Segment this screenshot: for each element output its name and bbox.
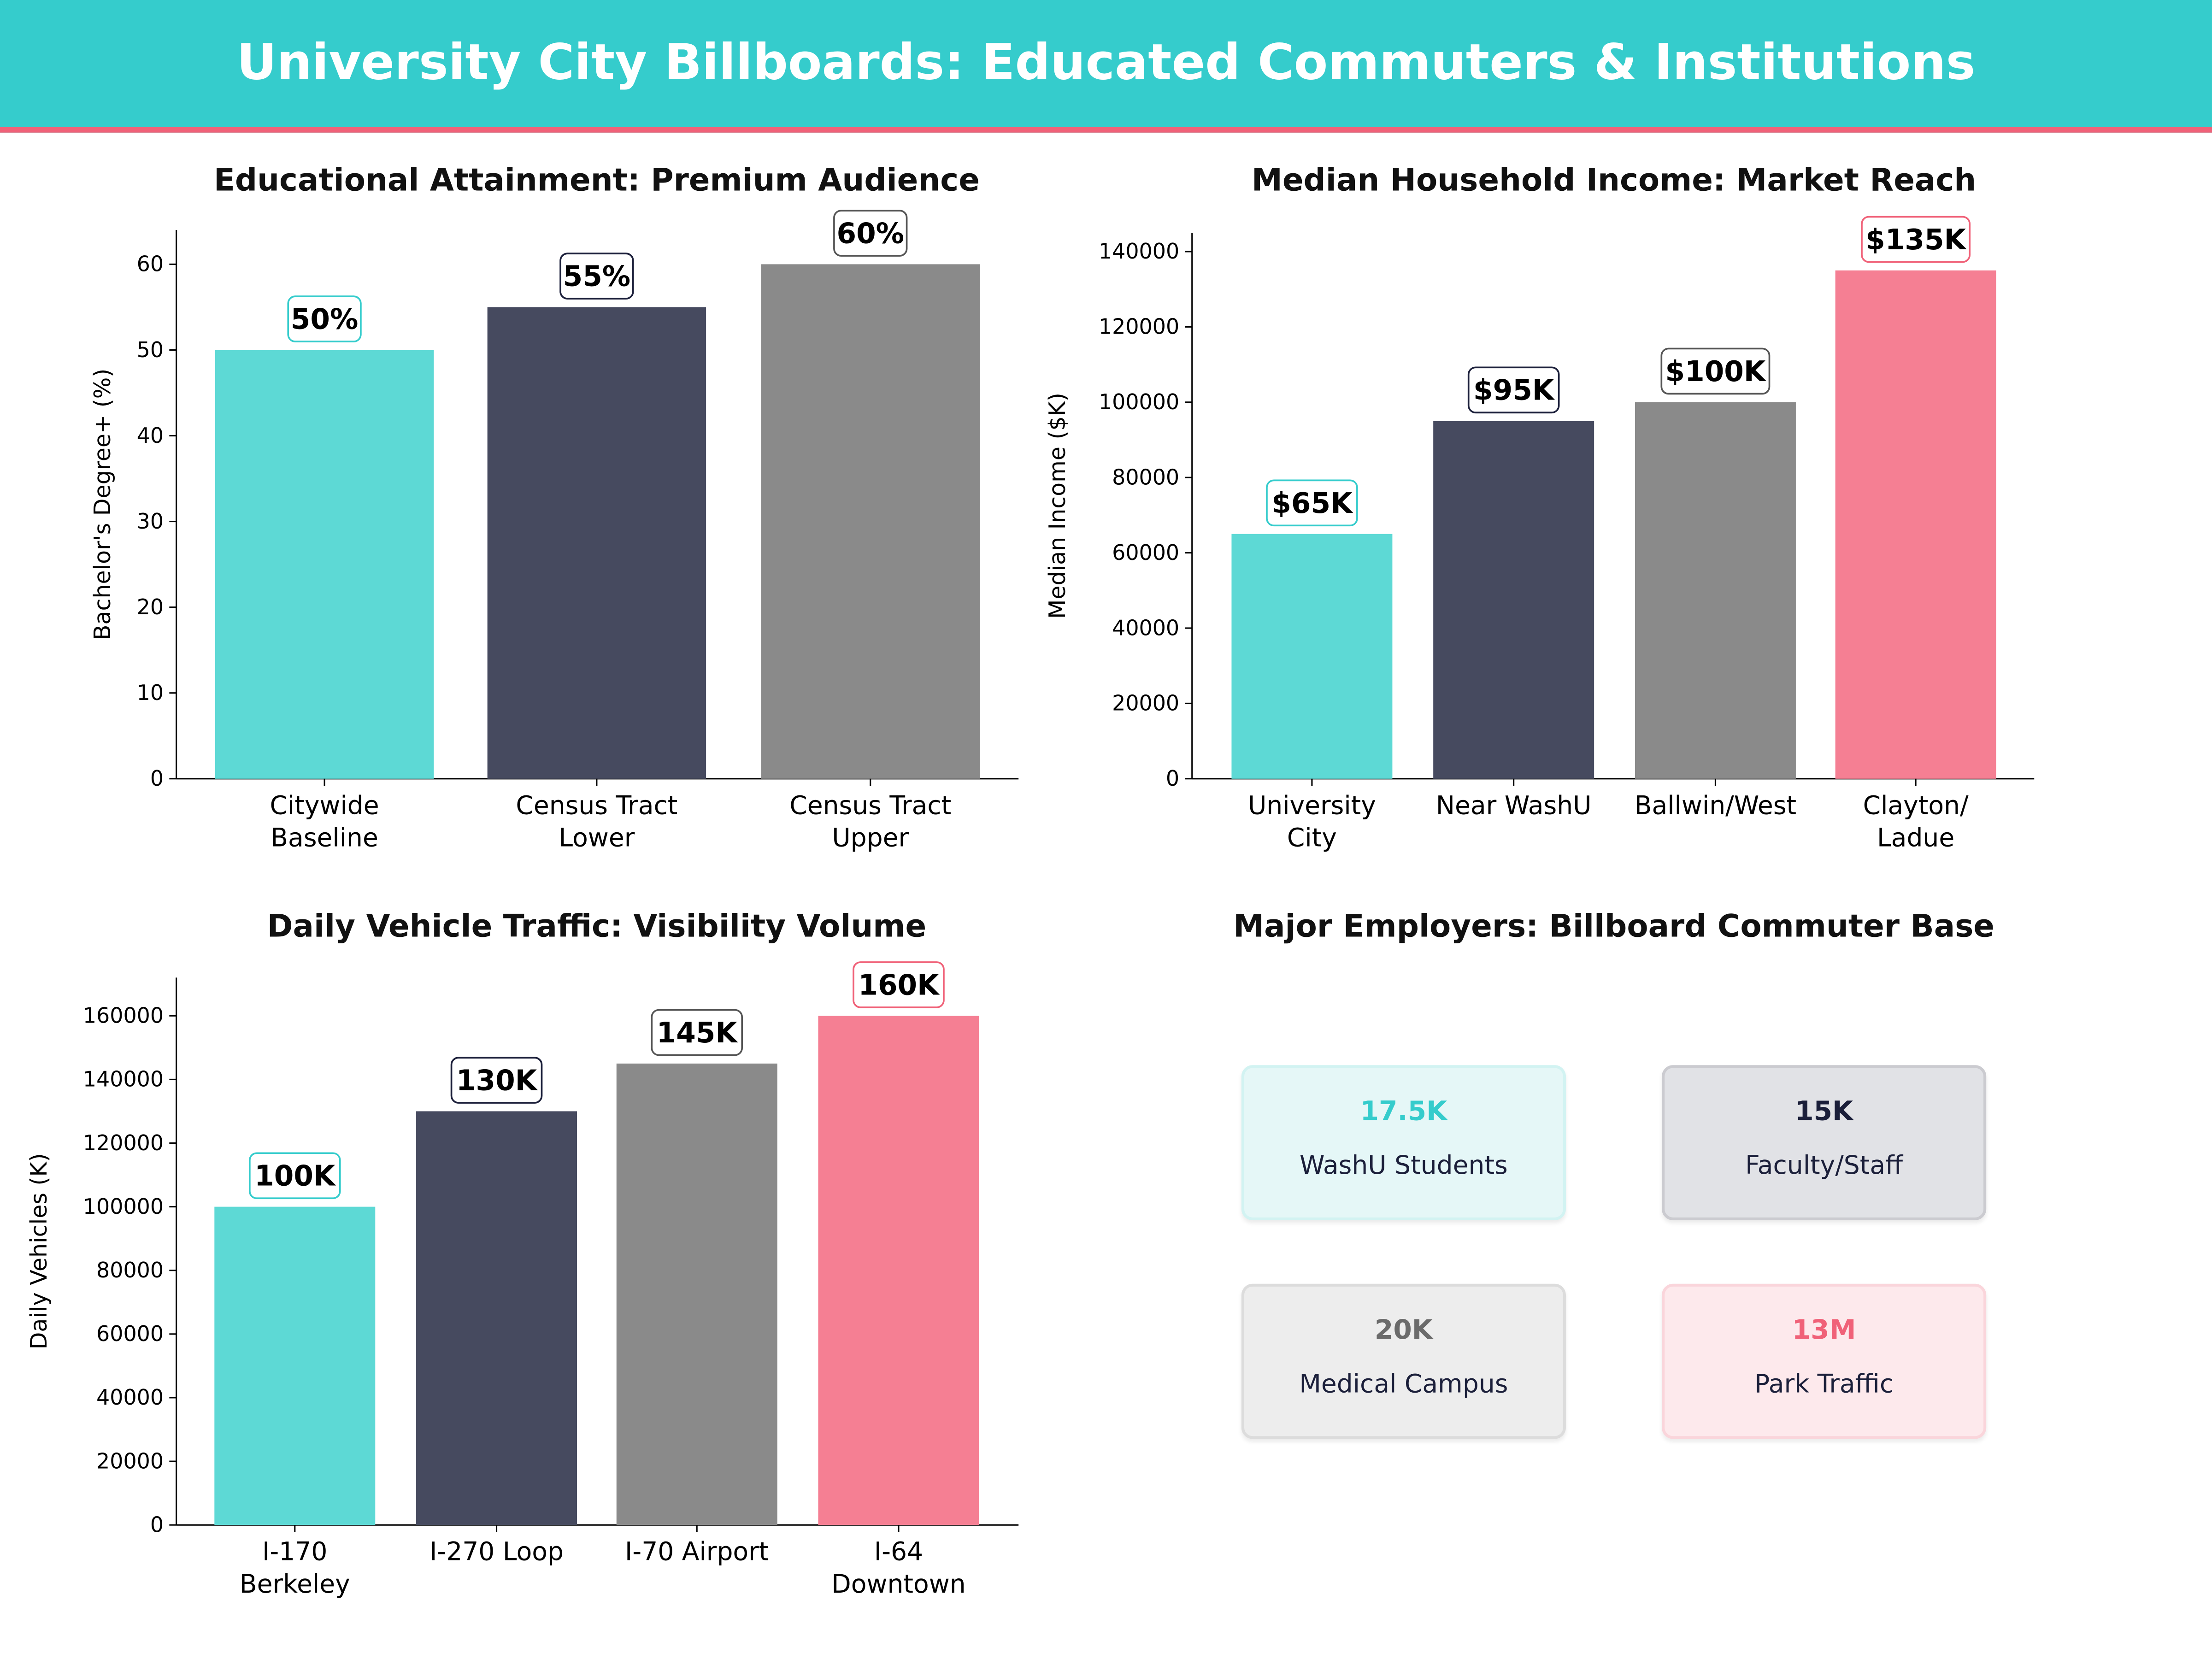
x-tick-label: Citywide Baseline xyxy=(270,790,379,852)
bar xyxy=(761,264,980,779)
bar xyxy=(416,1111,577,1525)
y-tick-label: 140000 xyxy=(1099,239,1179,264)
y-axis-label: Median Income ($K) xyxy=(1044,393,1071,619)
header-banner: University City Billboards: Educated Com… xyxy=(0,0,2212,133)
bar xyxy=(1231,534,1393,779)
y-tick-label: 10 xyxy=(137,680,164,705)
y-axis-label: Bachelor's Degree+ (%) xyxy=(89,369,116,640)
data-label-box xyxy=(853,961,945,1008)
data-label-box xyxy=(833,210,908,257)
bar xyxy=(616,1063,777,1525)
y-tick-label: 120000 xyxy=(1099,314,1179,339)
bar xyxy=(1433,421,1594,779)
card-label: WashU Students xyxy=(1299,1151,1508,1181)
data-label: $135K xyxy=(1865,224,1967,256)
data-label-box xyxy=(248,1152,341,1200)
card-label: Medical Campus xyxy=(1299,1370,1508,1400)
y-tick-label: 40000 xyxy=(1112,615,1179,640)
data-label: 55% xyxy=(563,260,631,293)
card-value: 17.5K xyxy=(1360,1096,1447,1127)
y-tick-label: 30 xyxy=(137,509,164,534)
employer-card-park-traffic: 13M Park Traffic xyxy=(1662,1283,1987,1439)
data-label-box xyxy=(559,253,634,300)
data-label-box xyxy=(1467,366,1560,414)
x-tick-label: I-270 Loop xyxy=(429,1537,564,1566)
y-tick-label: 0 xyxy=(1166,766,1179,791)
y-tick-label: 120000 xyxy=(83,1130,164,1155)
card-value: 13M xyxy=(1792,1315,1856,1346)
data-label: 60% xyxy=(836,217,904,250)
bar xyxy=(1635,402,1796,779)
data-label: 50% xyxy=(291,303,359,336)
y-tick-label: 60 xyxy=(137,252,164,276)
chart-title-income: Median Household Income: Market Reach xyxy=(1251,164,1977,199)
y-tick-label: 100000 xyxy=(1099,389,1179,414)
y-tick-label: 20000 xyxy=(96,1448,164,1473)
chart-1: 0 20000 40000 60000 80000 100000 120000 140000 M… xyxy=(1044,216,2035,853)
card-value: 20K xyxy=(1374,1315,1433,1346)
y-tick-label: 40 xyxy=(137,423,164,448)
card-label: Faculty/Staff xyxy=(1745,1151,1903,1181)
y-tick-label: 0 xyxy=(150,1512,164,1537)
data-label: 160K xyxy=(858,969,940,1001)
bar xyxy=(818,1016,979,1525)
data-label-box xyxy=(651,1009,743,1056)
chart-title-education: Educational Attainment: Premium Audience xyxy=(213,164,980,199)
card-label: Park Traffic xyxy=(1754,1370,1894,1400)
chart-2: 0 20000 40000 60000 80000 100000 120000 140000 1… xyxy=(26,961,1019,1599)
x-tick-label: Census Tract Lower xyxy=(516,790,677,852)
y-tick-label: 40000 xyxy=(96,1385,164,1410)
y-tick-label: 160000 xyxy=(83,1003,164,1028)
data-label: 130K xyxy=(456,1065,538,1097)
data-label-box xyxy=(1266,479,1358,527)
x-tick-label: Census Tract Upper xyxy=(789,790,951,852)
employers-title: Major Employers: Billboard Commuter Base xyxy=(1233,910,1994,946)
x-tick-label: University City xyxy=(1248,790,1376,852)
card-value: 15K xyxy=(1795,1096,1853,1127)
data-label: 100K xyxy=(254,1160,336,1193)
data-label: $100K xyxy=(1665,355,1767,388)
x-tick-label: Ballwin/West xyxy=(1635,790,1796,820)
x-tick-label: I-170 Berkeley xyxy=(240,1537,350,1599)
data-label: 145K xyxy=(657,1017,739,1049)
data-label-box xyxy=(287,295,362,342)
chart-title-traffic: Daily Vehicle Traffic: Visibility Volume xyxy=(267,910,927,946)
page-title: University City Billboards: Educated Com… xyxy=(236,35,1976,92)
bar xyxy=(487,307,706,779)
y-tick-label: 50 xyxy=(137,337,164,362)
bar xyxy=(1835,270,1996,779)
employer-card-washu-students: 17.5K WashU Students xyxy=(1241,1065,1566,1220)
data-label: $65K xyxy=(1271,487,1353,520)
x-tick-label: I-70 Airport xyxy=(625,1537,769,1566)
x-tick-label: Clayton/Ladue xyxy=(1863,790,1969,852)
data-label-box xyxy=(450,1057,543,1104)
x-tick-label: I-64 Downtown xyxy=(831,1537,965,1599)
data-label-box xyxy=(1861,216,1971,263)
data-label: $95K xyxy=(1473,374,1555,407)
y-tick-label: 100000 xyxy=(83,1194,164,1219)
y-tick-label: 20000 xyxy=(1112,691,1179,716)
x-tick-label: Near WashU xyxy=(1436,790,1592,820)
y-tick-label: 80000 xyxy=(96,1258,164,1282)
data-label-box xyxy=(1660,347,1771,395)
y-tick-label: 80000 xyxy=(1112,465,1179,489)
y-tick-label: 60000 xyxy=(1112,540,1179,565)
y-axis-label: Daily Vehicles (K) xyxy=(26,1153,52,1349)
bar xyxy=(214,1206,376,1525)
y-tick-label: 20 xyxy=(137,594,164,619)
y-tick-label: 0 xyxy=(150,766,164,791)
bar xyxy=(215,350,434,779)
y-tick-label: 140000 xyxy=(83,1067,164,1092)
chart-0: 0 10 20 30 40 50 60 Bachelor's Degree+ (%) Cityw… xyxy=(89,210,1019,853)
employer-card-medical-campus: 20K Medical Campus xyxy=(1241,1283,1566,1439)
y-tick-label: 60000 xyxy=(96,1321,164,1346)
employer-card-faculty-staff: 15K Faculty/Staff xyxy=(1662,1065,1987,1220)
